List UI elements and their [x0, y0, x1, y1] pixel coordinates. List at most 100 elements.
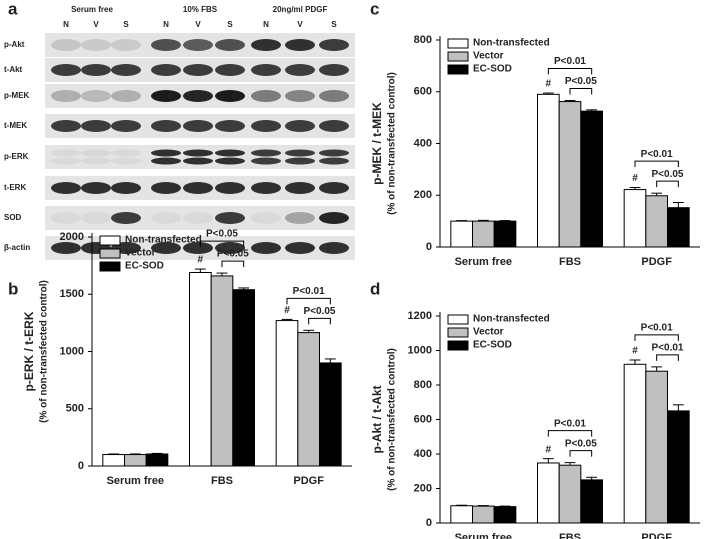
legend-swatch [447, 314, 469, 325]
significance-label: P<0.05 [217, 249, 249, 260]
blot-band [111, 157, 141, 165]
x-tick-label: FBS [559, 532, 581, 539]
blot-band [111, 64, 141, 76]
legend-swatch [447, 51, 469, 62]
blot-band [81, 149, 111, 157]
blot-group-label: Serum free [71, 5, 113, 14]
blot-strip [45, 206, 355, 230]
significance-label: P<0.01 [652, 343, 684, 354]
blot-band [251, 149, 281, 157]
bar [537, 462, 560, 524]
blot-band [251, 182, 281, 194]
y-axis-label: (% of non-transfected control) [387, 72, 398, 215]
blot-band [81, 64, 111, 76]
blot-band [111, 149, 141, 157]
blot-band [151, 212, 181, 224]
bar [124, 454, 147, 467]
blot-band [81, 39, 111, 51]
blot-band [251, 64, 281, 76]
y-tick-label: 1200 [408, 310, 432, 322]
y-tick-label: 0 [426, 241, 432, 253]
lane-label: S [331, 20, 337, 29]
legend-swatch [99, 248, 121, 259]
y-tick-label: 600 [414, 413, 432, 425]
blot-band [151, 120, 181, 132]
blot-band [215, 157, 245, 165]
x-tick-label: Serum free [455, 256, 512, 268]
legend-label: Non-transfected [125, 235, 202, 246]
marker: # [284, 305, 290, 316]
bar [472, 220, 495, 248]
blot-band [151, 242, 181, 254]
significance-bracket [656, 180, 679, 188]
y-tick-label: 400 [414, 448, 432, 460]
significance-label: P<0.05 [206, 229, 238, 240]
legend-swatch [447, 327, 469, 338]
marker: # [546, 79, 552, 90]
significance-label: P<0.01 [641, 323, 673, 334]
y-axis-label: p-ERK / t-ERK [22, 311, 36, 391]
lane-label: N [263, 20, 269, 29]
blot-band [215, 120, 245, 132]
blot-band [319, 157, 349, 165]
legend-label: Vector [473, 51, 504, 62]
blot-band [285, 157, 315, 165]
bar [450, 220, 474, 248]
significance-bracket [569, 88, 593, 95]
bar [667, 410, 690, 524]
blot-band [51, 242, 81, 254]
lane-label: S [227, 20, 233, 29]
significance-label: P<0.01 [293, 286, 325, 297]
blot-band [51, 182, 81, 194]
significance-bracket [547, 68, 593, 75]
blot-band [183, 90, 213, 102]
y-tick-label: 200 [414, 482, 432, 494]
blot-band [111, 182, 141, 194]
y-tick-label: 800 [414, 379, 432, 391]
significance-label: P<0.05 [565, 76, 597, 87]
blot-band [183, 64, 213, 76]
blot-band [319, 39, 349, 51]
bar [645, 195, 668, 248]
y-tick-label: 800 [414, 34, 432, 46]
blot-band [183, 120, 213, 132]
marker: # [198, 255, 204, 266]
blot-band [319, 120, 349, 132]
blot-row-label: p-Akt [4, 40, 25, 49]
significance-bracket [569, 450, 593, 457]
blot-band [51, 90, 81, 102]
blot-row-label: SOD [4, 213, 22, 222]
blot-band [183, 242, 213, 254]
legend-label: Vector [473, 327, 504, 338]
significance-bracket [199, 240, 245, 248]
blot-band [81, 157, 111, 165]
x-tick-label: Serum free [455, 532, 512, 539]
blot-band [319, 212, 349, 224]
bar [580, 479, 603, 524]
blot-group-label: 20ng/ml PDGF [273, 5, 328, 14]
blot-band [215, 149, 245, 157]
panel-letter: b [8, 279, 18, 298]
blot-band [285, 120, 315, 132]
blot-row-label: t-Akt [4, 65, 23, 74]
panel-letter: c [370, 0, 379, 18]
blot-band [215, 182, 245, 194]
blot-band [81, 90, 111, 102]
y-axis-label: p-MEK / t-MEK [370, 102, 384, 185]
significance-bracket [308, 317, 331, 325]
x-tick-label: PDGF [641, 256, 672, 268]
bar [623, 189, 647, 248]
legend-swatch [99, 235, 121, 246]
y-axis-label: (% of non-transfected control) [387, 348, 398, 491]
bar [145, 453, 169, 467]
blot-band [183, 39, 213, 51]
legend-label: EC-SOD [125, 261, 164, 272]
blot-row-label: β-actin [4, 243, 30, 252]
blot-band [81, 182, 111, 194]
panel-letter: d [370, 279, 380, 298]
blot-band [285, 212, 315, 224]
bar [210, 275, 234, 467]
blot-band [81, 120, 111, 132]
lane-label: V [297, 20, 303, 29]
